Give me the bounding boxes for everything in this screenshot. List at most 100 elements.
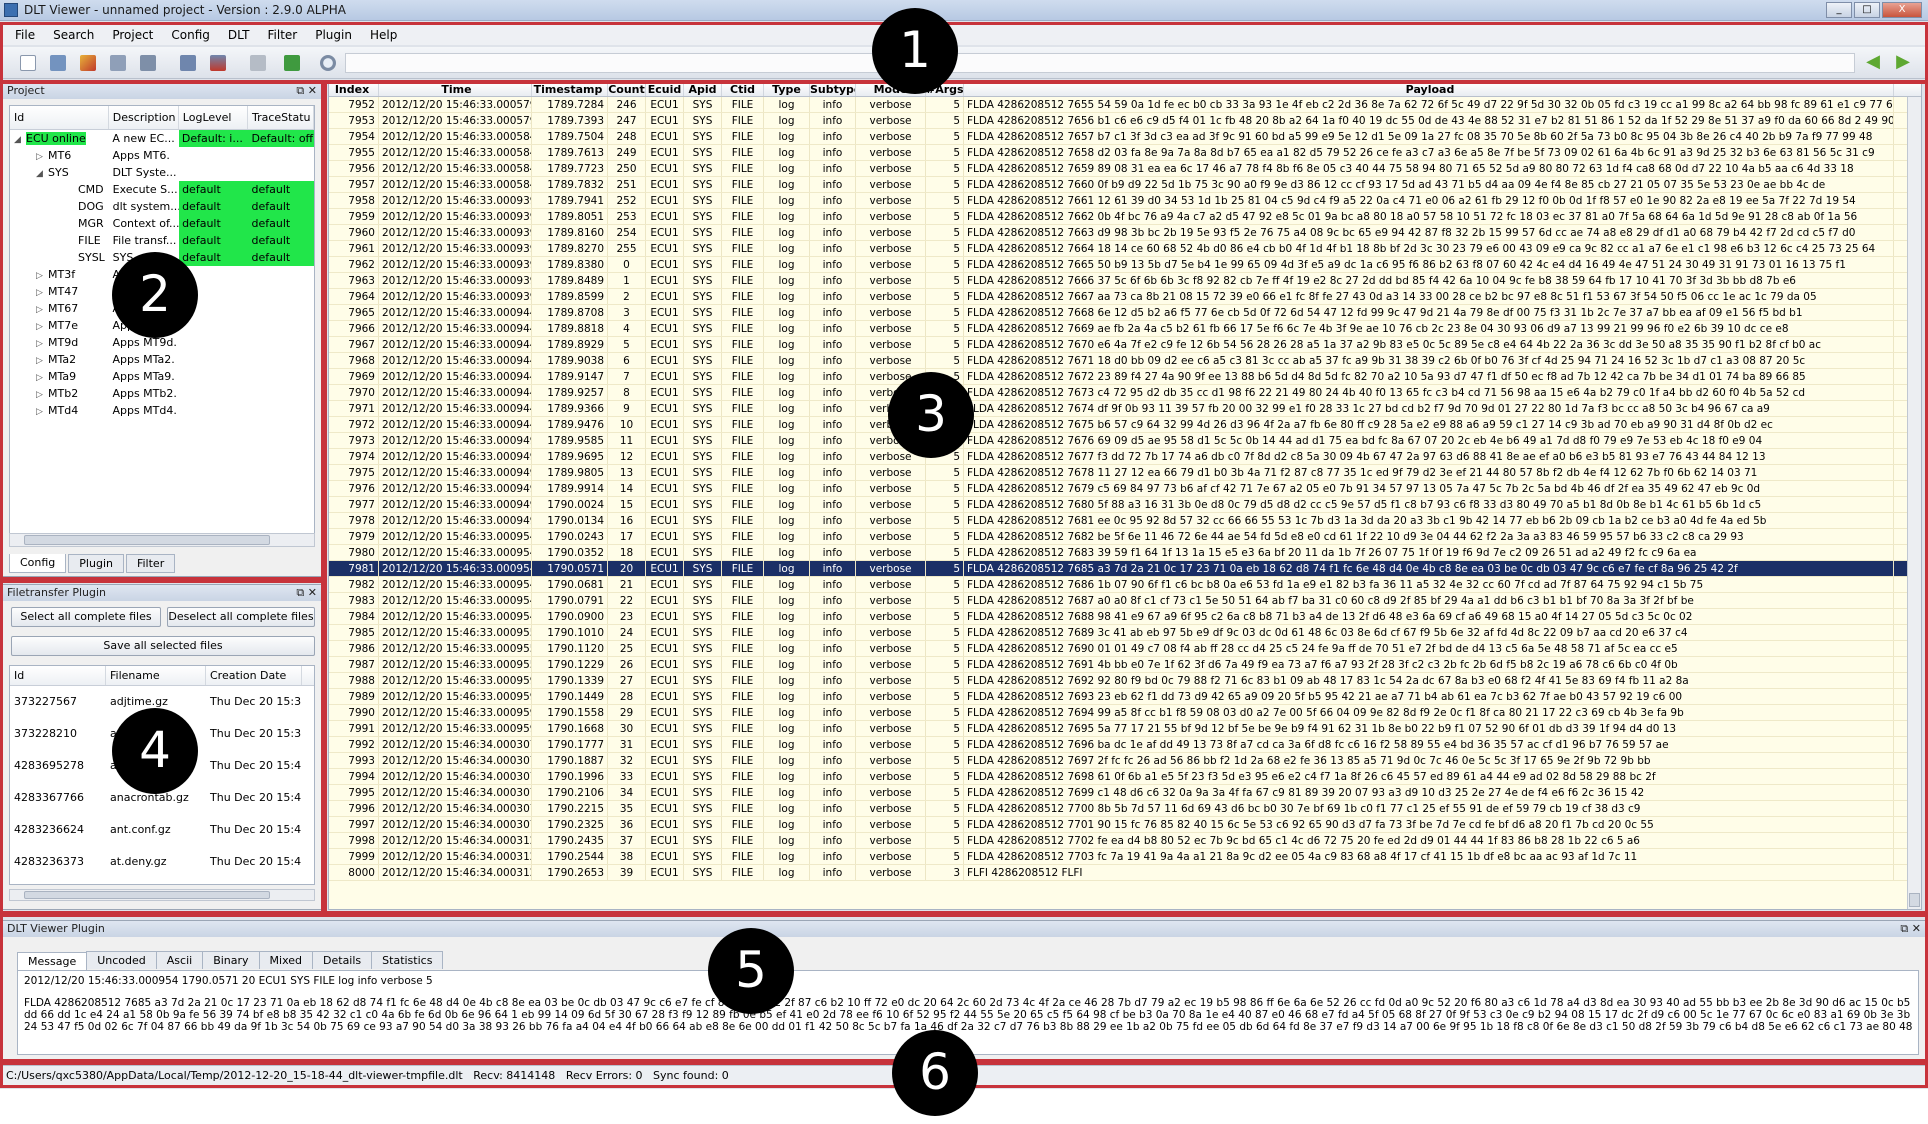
- project-horizontal-scrollbar[interactable]: [9, 533, 315, 547]
- message-row[interactable]: 7966 2012/12/20 15:46:33.000944 1789.8818 4…: [329, 321, 1921, 337]
- message-row[interactable]: 7971 2012/12/20 15:46:33.000944 1789.9366 9…: [329, 401, 1921, 417]
- message-row[interactable]: 7952 2012/12/20 15:46:33.000579 1789.7284 2…: [329, 97, 1921, 113]
- tree-item[interactable]: ▷ MTa2 Apps MTa2.: [10, 351, 314, 368]
- tab-filter[interactable]: Filter: [125, 554, 176, 573]
- message-row[interactable]: 7978 2012/12/20 15:46:33.000949 1790.0134 1…: [329, 513, 1921, 529]
- dock-close-icon[interactable]: ⧉ ✕: [296, 586, 317, 599]
- tab-config[interactable]: Config: [9, 554, 67, 573]
- tree-expander-icon[interactable]: ▷: [36, 390, 43, 400]
- tree-item[interactable]: FILE File transf... default default: [10, 232, 314, 249]
- message-row[interactable]: 7960 2012/12/20 15:46:33.000939 1789.8160 2…: [329, 225, 1921, 241]
- message-row[interactable]: 7967 2012/12/20 15:46:33.000944 1789.8929 5…: [329, 337, 1921, 353]
- message-row[interactable]: 7999 2012/12/20 15:46:34.000312 1790.2544 3…: [329, 849, 1921, 865]
- dock-close-icon[interactable]: ⧉ ✕: [296, 84, 317, 97]
- search-previous-arrow-icon[interactable]: ◀: [1866, 51, 1880, 72]
- message-row[interactable]: 7998 2012/12/20 15:46:34.000312 1790.2435 3…: [329, 833, 1921, 849]
- message-row[interactable]: 7956 2012/12/20 15:46:33.000584 1789.7723 2…: [329, 161, 1921, 177]
- header-ctid[interactable]: Ctid: [722, 83, 764, 96]
- header-subtype[interactable]: Subtype: [810, 83, 856, 96]
- close-button[interactable]: X: [1882, 2, 1922, 18]
- menu-search[interactable]: Search: [53, 28, 95, 42]
- maximize-button[interactable]: □: [1854, 2, 1880, 18]
- menu-help[interactable]: Help: [369, 28, 398, 42]
- message-row[interactable]: 7993 2012/12/20 15:46:34.000307 1790.1887 3…: [329, 753, 1921, 769]
- file-row[interactable]: 4283367766 anacrontab.gz Thu Dec 20 15:4.: [10, 782, 314, 814]
- deselect-all-complete-files-button[interactable]: Deselect all complete files: [167, 607, 315, 627]
- header-description[interactable]: Description: [109, 106, 179, 129]
- message-row[interactable]: 7963 2012/12/20 15:46:33.000939 1789.8489 1…: [329, 273, 1921, 289]
- tab-message[interactable]: Message: [17, 952, 88, 970]
- download-button[interactable]: [280, 51, 306, 75]
- message-row[interactable]: 7985 2012/12/20 15:46:33.000955 1790.1010 2…: [329, 625, 1921, 641]
- message-row[interactable]: 7964 2012/12/20 15:46:33.000939 1789.8599 2…: [329, 289, 1921, 305]
- message-row[interactable]: 7996 2012/12/20 15:46:34.000307 1790.2215 3…: [329, 801, 1921, 817]
- minimize-button[interactable]: _: [1826, 2, 1852, 18]
- message-row[interactable]: 7995 2012/12/20 15:46:34.000307 1790.2106 3…: [329, 785, 1921, 801]
- header-filename[interactable]: Filename: [106, 666, 206, 685]
- tree-expander-icon[interactable]: ▷: [36, 152, 43, 162]
- message-row[interactable]: 7970 2012/12/20 15:46:33.000944 1789.9257 8…: [329, 385, 1921, 401]
- tab-plugin[interactable]: Plugin: [68, 554, 124, 573]
- message-row[interactable]: 7959 2012/12/20 15:46:33.000939 1789.8051 2…: [329, 209, 1921, 225]
- save-button[interactable]: [136, 51, 162, 75]
- tree-item[interactable]: SYSL SYS default default: [10, 249, 314, 266]
- disconnect-button[interactable]: [206, 51, 232, 75]
- dock-close-icon[interactable]: ⧉ ✕: [1900, 922, 1921, 935]
- message-row[interactable]: 7990 2012/12/20 15:46:33.000959 1790.1558 2…: [329, 705, 1921, 721]
- settings-button[interactable]: [246, 51, 272, 75]
- message-table-vertical-scrollbar[interactable]: [1907, 97, 1921, 909]
- tree-item[interactable]: ▷ MTb2 Apps MTb2.: [10, 385, 314, 402]
- header-id[interactable]: Id: [10, 666, 106, 685]
- message-row[interactable]: 7988 2012/12/20 15:46:33.000959 1790.1339 2…: [329, 673, 1921, 689]
- header-apid[interactable]: Apid: [684, 83, 722, 96]
- message-row[interactable]: 7982 2012/12/20 15:46:33.000954 1790.0681 2…: [329, 577, 1921, 593]
- tree-item[interactable]: ◢ ECU online A new EC... Default: i... Defau…: [10, 130, 314, 147]
- file-row[interactable]: 373228210 a Thu Dec 20 15:3.: [10, 718, 314, 750]
- tree-expander-icon[interactable]: ▷: [36, 407, 43, 417]
- tab-details[interactable]: Details: [312, 951, 373, 969]
- tab-ascii[interactable]: Ascii: [155, 951, 204, 969]
- tree-expander-icon[interactable]: ▷: [36, 339, 43, 349]
- connect-button[interactable]: [176, 51, 202, 75]
- tree-item[interactable]: ▷ MT9d Apps MT9d.: [10, 334, 314, 351]
- message-row[interactable]: 7983 2012/12/20 15:46:33.000954 1790.0791 2…: [329, 593, 1921, 609]
- open-file-button[interactable]: [46, 51, 72, 75]
- menu-dlt[interactable]: DLT: [227, 28, 250, 42]
- menu-config[interactable]: Config: [171, 28, 210, 42]
- message-row[interactable]: 7984 2012/12/20 15:46:33.000954 1790.0900 2…: [329, 609, 1921, 625]
- clear-button[interactable]: [76, 51, 102, 75]
- menu-project[interactable]: Project: [112, 28, 154, 42]
- header-index[interactable]: Index: [329, 83, 379, 96]
- message-row[interactable]: 7997 2012/12/20 15:46:34.000307 1790.2325 3…: [329, 817, 1921, 833]
- tree-item[interactable]: DOG dlt system... default default: [10, 198, 314, 215]
- header-id[interactable]: Id: [10, 106, 109, 129]
- header-loglevel[interactable]: LogLevel: [179, 106, 248, 129]
- header-payload[interactable]: Payload: [964, 83, 1894, 96]
- filetransfer-horizontal-scrollbar[interactable]: [9, 889, 315, 901]
- menu-filter[interactable]: Filter: [267, 28, 298, 42]
- message-row[interactable]: 7974 2012/12/20 15:46:33.000949 1789.9695 1…: [329, 449, 1921, 465]
- tree-item[interactable]: CMD Execute S... default default: [10, 181, 314, 198]
- header-type[interactable]: Type: [764, 83, 810, 96]
- message-row[interactable]: 7981 2012/12/20 15:46:33.000954 1790.0571 2…: [329, 561, 1921, 577]
- message-row[interactable]: 7987 2012/12/20 15:46:33.000955 1790.1229 2…: [329, 657, 1921, 673]
- tree-expander-icon[interactable]: ▷: [36, 373, 43, 383]
- message-row[interactable]: 7980 2012/12/20 15:46:33.000954 1790.0352 1…: [329, 545, 1921, 561]
- message-row[interactable]: 7965 2012/12/20 15:46:33.000944 1789.8708 3…: [329, 305, 1921, 321]
- file-row[interactable]: 4283236373 at.deny.gz Thu Dec 20 15:4.: [10, 846, 314, 878]
- message-row[interactable]: 7957 2012/12/20 15:46:33.000584 1789.7832 2…: [329, 177, 1921, 193]
- header-time[interactable]: Time: [379, 83, 532, 96]
- message-row[interactable]: 7969 2012/12/20 15:46:33.000944 1789.9147 7…: [329, 369, 1921, 385]
- message-row[interactable]: 7958 2012/12/20 15:46:33.000939 1789.7941 2…: [329, 193, 1921, 209]
- message-row[interactable]: 7968 2012/12/20 15:46:33.000944 1789.9038 6…: [329, 353, 1921, 369]
- header-tracestatus[interactable]: TraceStatu: [248, 106, 314, 129]
- tab-statistics[interactable]: Statistics: [371, 951, 444, 969]
- header-creation-date[interactable]: Creation Date: [206, 666, 302, 685]
- message-row[interactable]: 7979 2012/12/20 15:46:33.000954 1790.0243 1…: [329, 529, 1921, 545]
- tree-expander-icon[interactable]: ▷: [36, 288, 43, 298]
- search-next-arrow-icon[interactable]: ▶: [1896, 51, 1910, 72]
- menu-plugin[interactable]: Plugin: [315, 28, 352, 42]
- tree-item[interactable]: ▷ MTd4 Apps MTd4.: [10, 402, 314, 419]
- message-row[interactable]: 7992 2012/12/20 15:46:34.000307 1790.1777 3…: [329, 737, 1921, 753]
- header-ecuid[interactable]: Ecuid: [646, 83, 684, 96]
